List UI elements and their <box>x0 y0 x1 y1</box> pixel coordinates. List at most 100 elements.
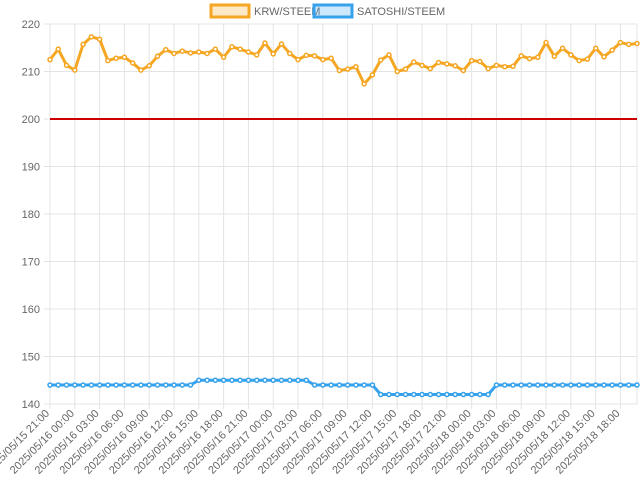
data-point-krw-steem <box>204 50 210 57</box>
data-point-satoshi-steem <box>187 382 194 388</box>
data-point-krw-steem <box>253 52 260 58</box>
data-point-satoshi-steem <box>204 377 210 383</box>
data-point-satoshi-steem <box>237 377 243 383</box>
data-point-satoshi-steem <box>576 382 582 388</box>
data-point-krw-steem <box>386 52 392 58</box>
data-point-krw-steem <box>47 56 53 63</box>
data-point-krw-steem <box>568 52 574 58</box>
data-point-krw-steem <box>535 54 541 60</box>
data-point-krw-steem <box>551 53 558 60</box>
data-point-satoshi-steem <box>336 382 343 388</box>
data-point-krw-steem <box>361 81 367 87</box>
series-line-satoshi-steem <box>50 378 637 396</box>
data-point-krw-steem <box>88 34 95 40</box>
data-point-krw-steem <box>543 39 549 46</box>
data-point-krw-steem <box>394 68 400 75</box>
data-point-krw-steem <box>592 45 599 51</box>
data-point-krw-steem <box>452 63 458 69</box>
data-point-krw-steem <box>154 53 161 60</box>
data-point-krw-steem <box>295 56 301 63</box>
data-point-krw-steem <box>72 67 78 73</box>
data-point-satoshi-steem <box>344 382 351 388</box>
data-point-krw-steem <box>270 51 276 57</box>
data-point-krw-steem <box>493 62 500 69</box>
data-point-krw-steem <box>55 46 62 52</box>
data-point-satoshi-steem <box>105 382 111 388</box>
data-point-satoshi-steem <box>559 382 566 388</box>
data-point-krw-steem <box>460 67 467 74</box>
data-point-krw-steem <box>601 54 607 60</box>
data-point-satoshi-steem <box>295 377 301 383</box>
data-point-satoshi-steem <box>162 382 169 388</box>
data-point-satoshi-steem <box>229 377 235 383</box>
y-tick-label: 150 <box>22 352 40 364</box>
data-point-krw-steem <box>634 40 640 47</box>
data-point-satoshi-steem <box>444 391 450 398</box>
data-point-satoshi-steem <box>245 377 252 383</box>
data-point-krw-steem <box>105 57 111 64</box>
y-tick-label: 140 <box>22 399 40 411</box>
data-point-satoshi-steem <box>386 391 392 398</box>
data-point-satoshi-steem <box>601 382 607 388</box>
data-point-krw-steem <box>171 50 177 57</box>
data-point-krw-steem <box>336 67 343 74</box>
data-point-satoshi-steem <box>402 391 409 398</box>
data-point-krw-steem <box>485 65 491 72</box>
data-point-satoshi-steem <box>303 377 310 383</box>
data-point-satoshi-steem <box>328 382 334 388</box>
data-point-krw-steem <box>179 48 186 54</box>
data-point-krw-steem <box>146 63 152 69</box>
data-point-satoshi-steem <box>96 382 103 388</box>
data-point-krw-steem <box>369 72 376 78</box>
data-point-satoshi-steem <box>592 382 599 388</box>
data-point-krw-steem <box>278 41 285 47</box>
data-point-satoshi-steem <box>113 382 119 388</box>
data-point-satoshi-steem <box>262 377 268 383</box>
data-point-satoshi-steem <box>485 391 491 398</box>
data-point-satoshi-steem <box>320 382 326 388</box>
y-tick-label: 170 <box>22 257 40 269</box>
legend-swatch-krw-steem <box>209 3 251 19</box>
data-point-satoshi-steem <box>477 391 483 398</box>
data-point-satoshi-steem <box>72 382 78 388</box>
data-point-satoshi-steem <box>427 391 434 398</box>
data-point-satoshi-steem <box>353 382 359 388</box>
series-layer <box>47 34 640 398</box>
data-point-satoshi-steem <box>634 382 640 388</box>
data-point-krw-steem <box>262 40 268 46</box>
data-point-satoshi-steem <box>80 382 86 388</box>
data-point-satoshi-steem <box>460 391 467 398</box>
data-point-satoshi-steem <box>287 377 293 383</box>
data-point-satoshi-steem <box>452 391 458 398</box>
data-point-krw-steem <box>220 54 227 60</box>
data-point-satoshi-steem <box>129 382 136 388</box>
data-point-krw-steem <box>526 55 533 62</box>
data-point-satoshi-steem <box>526 382 533 388</box>
data-point-krw-steem <box>113 55 119 61</box>
data-point-satoshi-steem <box>510 382 516 388</box>
data-point-satoshi-steem <box>55 382 62 388</box>
legend: KRW/STEEM SATOSHI/STEEM <box>209 3 445 19</box>
y-axis: 140 150 160 170 180 190 200 210 220 <box>22 19 50 411</box>
data-point-satoshi-steem <box>311 382 318 388</box>
data-point-satoshi-steem <box>468 391 475 398</box>
data-point-satoshi-steem <box>138 382 144 388</box>
data-point-satoshi-steem <box>435 391 442 398</box>
data-point-krw-steem <box>196 49 202 55</box>
data-point-krw-steem <box>402 66 409 72</box>
data-point-satoshi-steem <box>609 382 615 388</box>
data-point-krw-steem <box>287 50 293 57</box>
data-point-satoshi-steem <box>121 382 128 388</box>
data-point-krw-steem <box>559 45 566 51</box>
data-point-krw-steem <box>138 67 144 73</box>
data-point-krw-steem <box>576 57 582 64</box>
y-tick-label: 210 <box>22 67 40 79</box>
data-point-krw-steem <box>444 61 450 67</box>
data-point-krw-steem <box>477 58 483 65</box>
data-point-krw-steem <box>344 66 351 72</box>
data-point-satoshi-steem <box>377 391 384 398</box>
data-point-satoshi-steem <box>493 382 500 388</box>
data-point-satoshi-steem <box>361 382 367 388</box>
data-point-krw-steem <box>320 56 326 63</box>
